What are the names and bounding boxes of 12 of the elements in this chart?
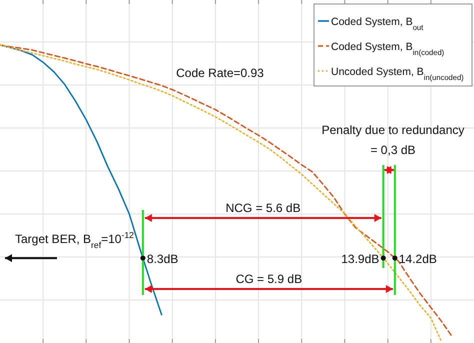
- annotation: 13.9dB: [341, 252, 380, 266]
- annotation: Penalty due to redundancy: [322, 123, 464, 137]
- legend-label: Coded System, B$_{out}$: [331, 16, 424, 32]
- annotation: NCG = 5.6 dB: [226, 201, 301, 215]
- annotation: = 0,3 dB: [370, 143, 416, 157]
- annotation: 14.2dB: [398, 252, 437, 266]
- legend-label: Coded System, B$_{in(coded)}$: [331, 41, 445, 56]
- annotation: CG = 5.9 dB: [236, 272, 302, 286]
- annotation: Code Rate=0.93: [176, 66, 264, 80]
- annotation: 8.3dB: [146, 252, 178, 266]
- legend-label: Uncoded System, B$_{in(uncoded)}$: [331, 66, 464, 82]
- annotation: Target BER, B$_{ref}$=10$^{-12}$: [15, 230, 134, 250]
